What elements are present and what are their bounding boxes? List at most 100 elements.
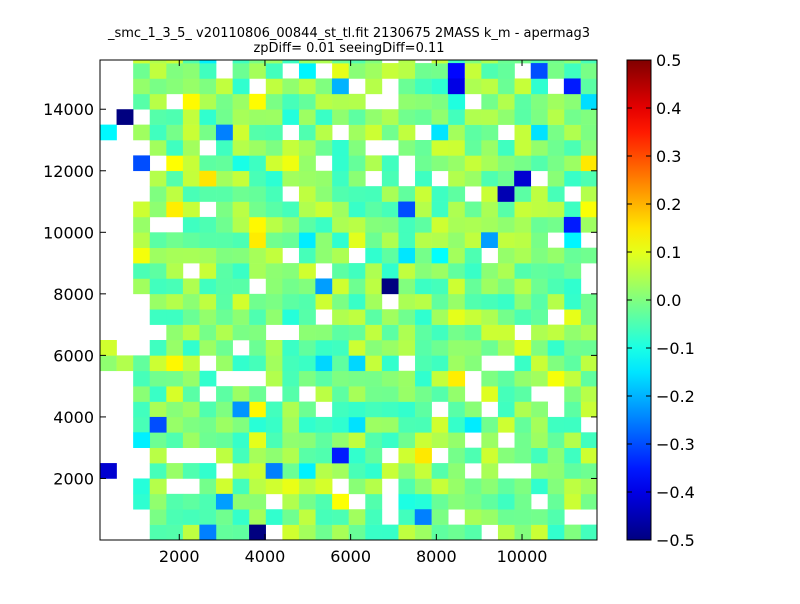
heatmap-cell — [282, 155, 300, 172]
heatmap-cell — [199, 186, 217, 202]
heatmap-cell — [398, 186, 416, 202]
heatmap-cell — [149, 432, 167, 448]
heatmap-cell — [182, 432, 200, 448]
heatmap-cell — [265, 293, 283, 310]
heatmap-cell — [464, 493, 482, 510]
heatmap-cell — [497, 247, 515, 264]
heatmap-cell — [216, 478, 233, 495]
heatmap-cell — [182, 63, 200, 79]
heatmap-cell — [464, 524, 482, 541]
heatmap-cell — [563, 78, 581, 95]
heatmap-cell — [265, 216, 283, 233]
heatmap-cell — [182, 232, 200, 248]
heatmap-cell — [216, 355, 233, 372]
heatmap-cell — [298, 447, 316, 464]
heatmap-cell — [365, 232, 383, 248]
heatmap-cell — [398, 370, 416, 387]
heatmap-cell — [398, 93, 416, 110]
heatmap-cell — [448, 386, 466, 402]
heatmap-cell — [464, 416, 482, 433]
heatmap-cell — [531, 293, 548, 310]
heatmap-cell — [464, 340, 482, 356]
heatmap-cell — [249, 293, 267, 310]
y-tick-label: 6000 — [53, 346, 94, 365]
heatmap-cell — [497, 478, 515, 495]
heatmap-cell — [514, 447, 532, 464]
heatmap-cell — [199, 463, 217, 479]
heatmap-cell — [199, 324, 217, 341]
heatmap-cell — [547, 370, 565, 387]
heatmap-cell — [398, 278, 416, 295]
heatmap-cell — [332, 216, 350, 233]
heatmap-cell — [249, 60, 267, 64]
heatmap-cell — [166, 370, 184, 387]
heatmap-cell — [514, 109, 532, 125]
heatmap-cell — [232, 78, 250, 95]
heatmap-cell — [265, 370, 283, 387]
heatmap-cell — [365, 109, 383, 125]
heatmap-cell — [249, 401, 267, 418]
heatmap-cell — [497, 232, 515, 248]
heatmap-cell — [282, 109, 300, 125]
x-tick-label: 4000 — [245, 547, 286, 566]
heatmap-cell — [448, 355, 466, 372]
heatmap-cell — [580, 140, 598, 156]
heatmap-cell — [547, 60, 565, 64]
heatmap-cell — [199, 416, 217, 433]
heatmap-cell — [298, 155, 316, 172]
heatmap-cell — [564, 293, 582, 310]
heatmap-cell — [116, 355, 134, 372]
heatmap-cell — [398, 493, 416, 510]
heatmap-cell — [431, 216, 449, 233]
heatmap-cell — [166, 386, 184, 402]
heatmap-cell — [365, 324, 383, 341]
heatmap-cell — [398, 140, 416, 156]
heatmap-cell — [232, 309, 250, 325]
heatmap-cell — [249, 201, 267, 218]
heatmap-cell — [298, 324, 316, 341]
heatmap-cell — [348, 401, 366, 418]
heatmap-cell — [282, 340, 300, 356]
heatmap-cell — [464, 109, 482, 125]
colorbar-tick-label: 0.2 — [656, 195, 681, 214]
colorbar-tick-label: −0.3 — [656, 435, 695, 454]
heatmap-cell — [580, 463, 598, 479]
heatmap-cell — [348, 170, 366, 187]
heatmap-cell — [497, 293, 515, 310]
heatmap-cell — [282, 293, 300, 310]
heatmap-cell — [348, 60, 366, 64]
heatmap-cell — [265, 93, 283, 110]
heatmap-cell — [464, 155, 482, 172]
heatmap-cell — [580, 309, 598, 325]
heatmap-cell — [199, 78, 217, 95]
heatmap-cell — [133, 432, 151, 448]
heatmap-cell — [216, 93, 233, 110]
heatmap-cell — [415, 278, 432, 295]
heatmap-cell — [298, 263, 316, 279]
heatmap-cell — [298, 232, 316, 248]
heatmap-cell — [348, 340, 366, 356]
y-tick-label: 12000 — [43, 162, 94, 181]
heatmap-cell — [265, 155, 283, 172]
heatmap-cell — [481, 201, 499, 218]
heatmap-cell — [216, 263, 233, 279]
heatmap-cell — [398, 509, 416, 525]
heatmap-cell — [431, 124, 449, 141]
heatmap-cell — [199, 478, 217, 495]
heatmap-cell — [166, 293, 184, 310]
heatmap-cell — [547, 216, 565, 233]
heatmap-cell — [332, 63, 350, 79]
heatmap-cell — [497, 324, 515, 341]
heatmap-cell — [398, 63, 416, 79]
heatmap-cell — [282, 232, 300, 248]
heatmap-cell — [448, 447, 466, 464]
heatmap-cell — [232, 201, 250, 218]
heatmap-cell — [365, 355, 383, 372]
heatmap-cell — [348, 232, 366, 248]
heatmap-cell — [365, 263, 383, 279]
heatmap-cell — [249, 109, 267, 125]
heatmap-cell — [564, 278, 582, 295]
heatmap-cell — [448, 93, 466, 110]
heatmap-cell — [464, 309, 482, 325]
heatmap-cell — [531, 109, 548, 125]
